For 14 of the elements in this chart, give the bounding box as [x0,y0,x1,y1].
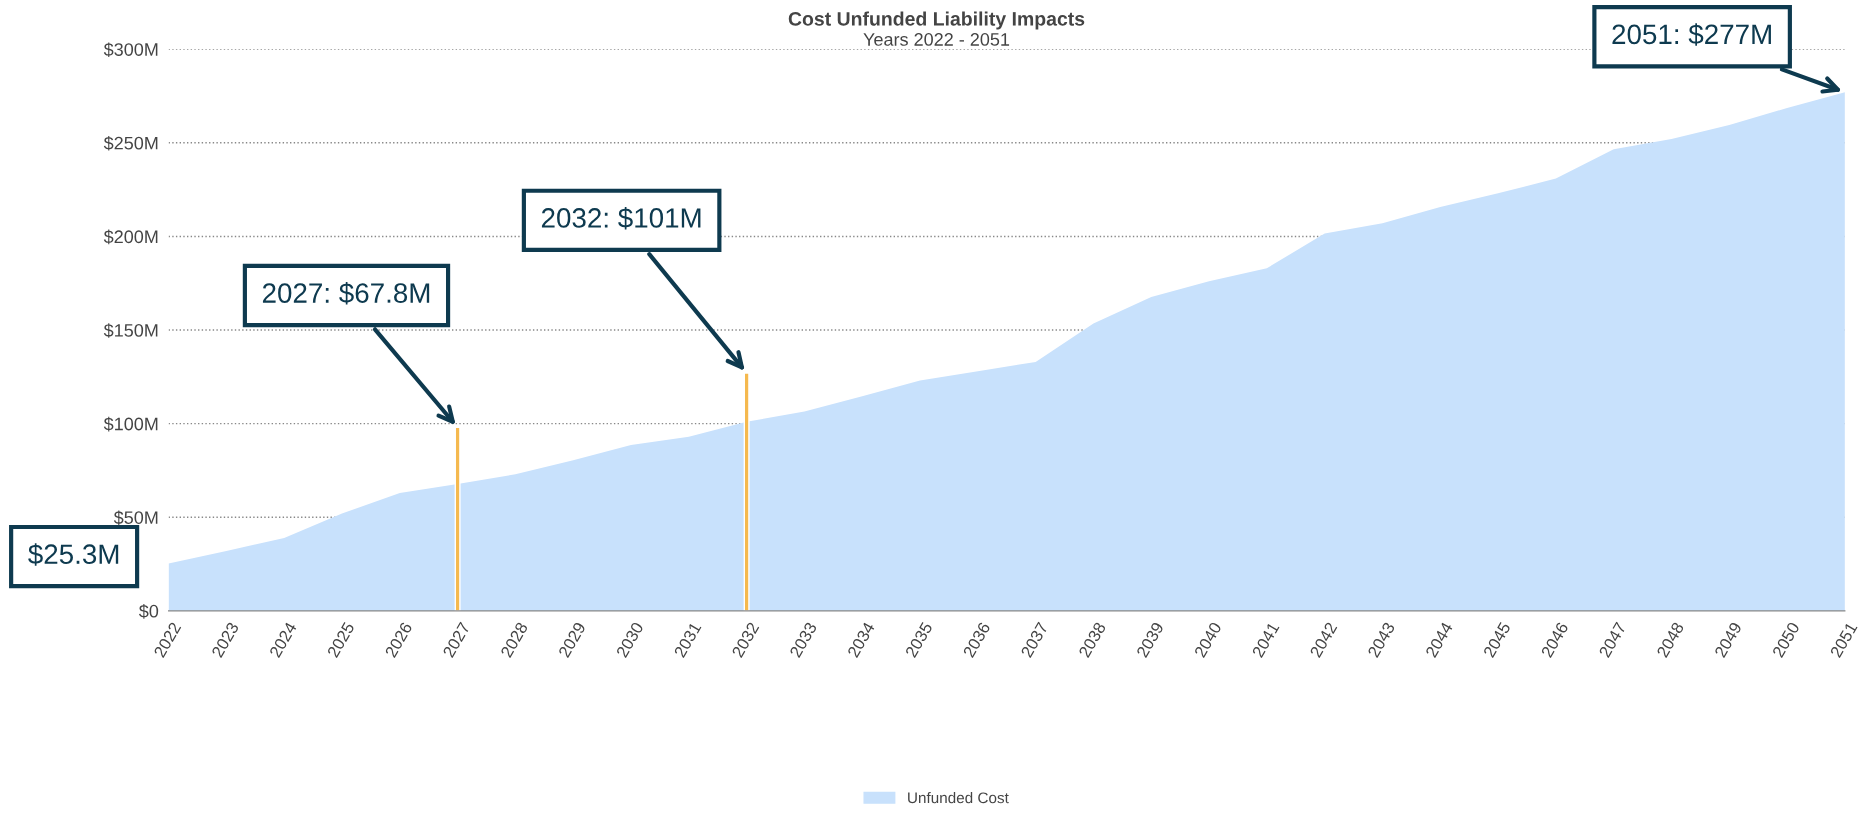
y-tick-label: $100M [103,416,158,432]
y-tick-label: $200M [103,229,158,245]
annotation: 2032: $101M [541,206,701,230]
chart-subtitle: Years 2022 - 2051 [863,33,1010,46]
annotation: 2051: $277M [1612,23,1771,46]
annotation: 2027: $67.8M [262,282,430,305]
y-tick-label: $50M [113,510,158,526]
y-tick-label: $0 [138,604,159,619]
annotation: $25.3M [28,543,119,566]
y-tick-label: $250M [103,135,158,151]
legend-label: Unfunded Cost [908,792,1009,804]
chart-title: Cost Unfunded Liability Impacts [788,11,1085,30]
y-tick-label: $300M [103,42,158,57]
y-tick-label: $150M [103,323,158,338]
